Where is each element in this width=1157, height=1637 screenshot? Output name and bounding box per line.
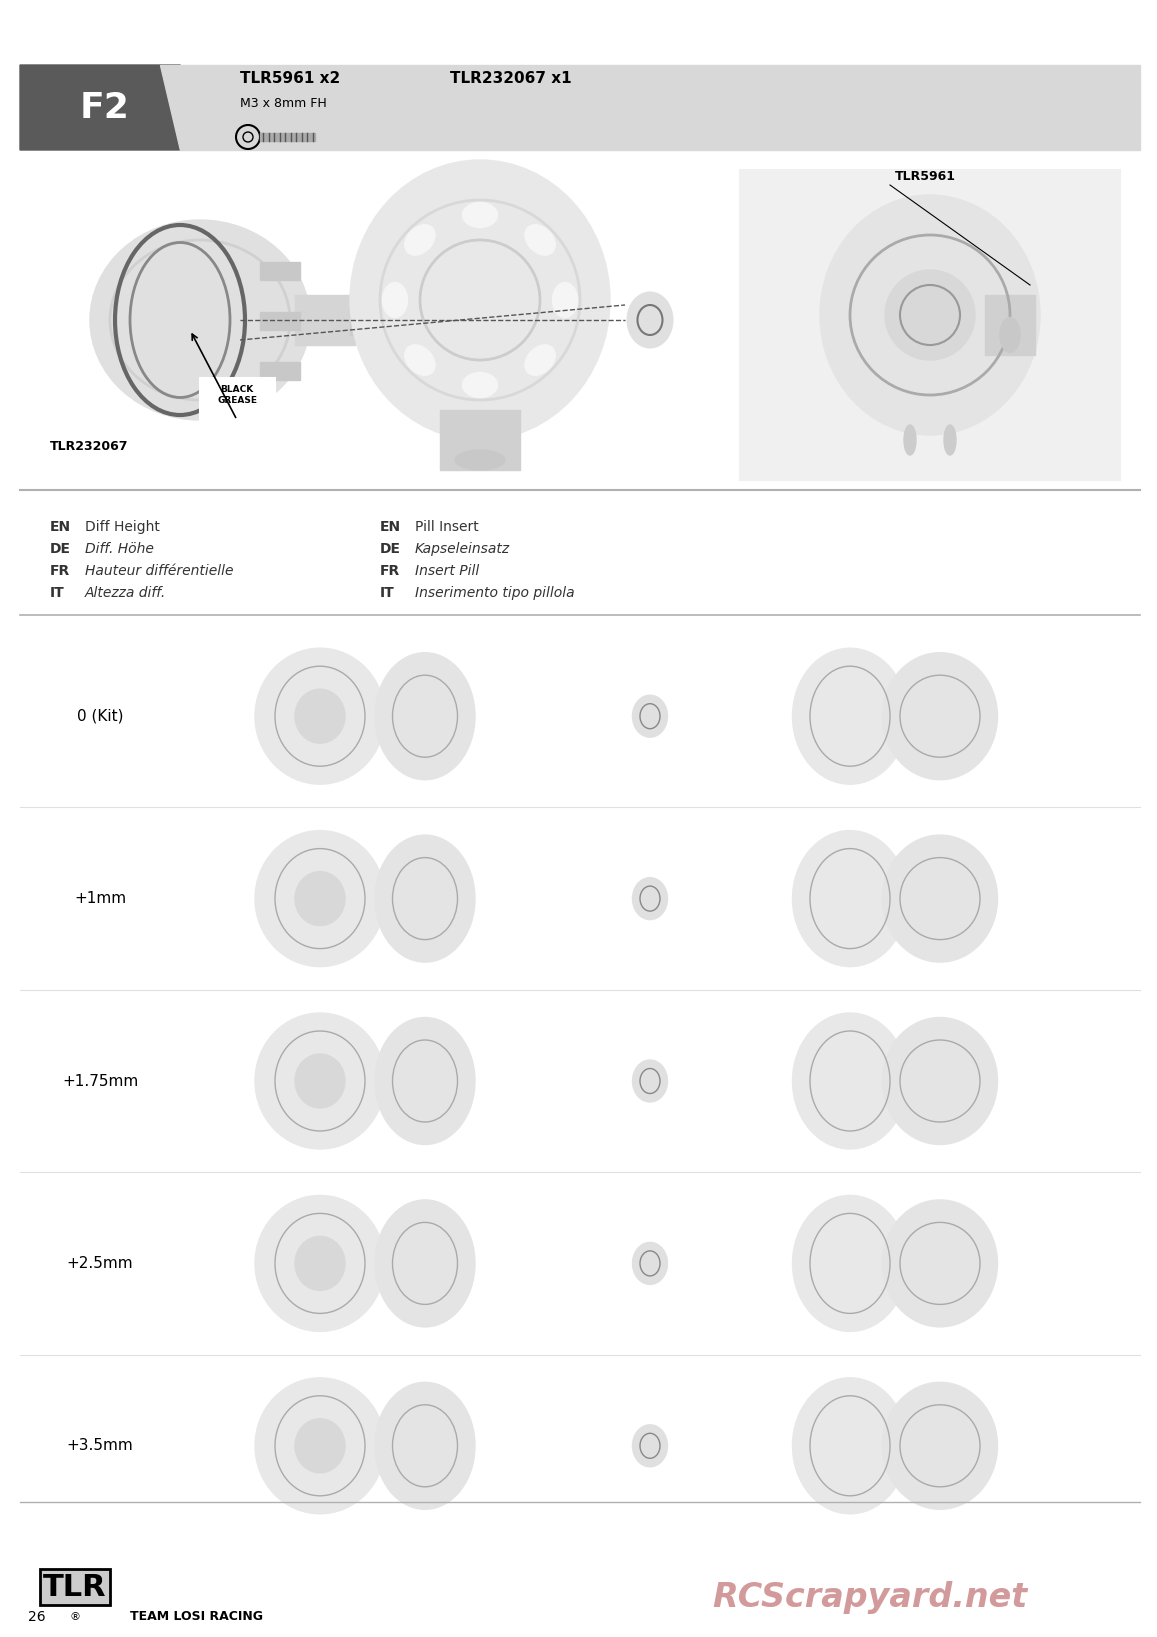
Ellipse shape [295, 689, 345, 743]
Ellipse shape [463, 373, 498, 398]
Text: EN: EN [50, 521, 71, 534]
Ellipse shape [883, 653, 997, 779]
Ellipse shape [383, 283, 407, 318]
Ellipse shape [633, 696, 668, 737]
Ellipse shape [90, 219, 310, 421]
Ellipse shape [885, 270, 975, 360]
Bar [440, 409, 519, 470]
Ellipse shape [904, 426, 916, 455]
Ellipse shape [463, 203, 498, 228]
Text: TEAM LOSI RACING: TEAM LOSI RACING [130, 1611, 263, 1624]
Ellipse shape [627, 293, 672, 347]
Bar [295, 295, 355, 345]
Bar [740, 170, 1120, 480]
Text: EN: EN [379, 521, 401, 534]
Text: M3 x 8mm FH: M3 x 8mm FH [239, 97, 326, 110]
Ellipse shape [255, 1378, 385, 1514]
Text: Altezza diff.: Altezza diff. [84, 586, 167, 601]
Text: Hauteur différentielle: Hauteur différentielle [84, 565, 234, 578]
Ellipse shape [883, 1382, 997, 1509]
Text: IT: IT [379, 586, 395, 601]
Ellipse shape [883, 835, 997, 963]
Ellipse shape [405, 345, 435, 375]
Ellipse shape [883, 1018, 997, 1144]
Text: FR: FR [379, 565, 400, 578]
Ellipse shape [255, 648, 385, 784]
Text: Diff. Höhe: Diff. Höhe [84, 542, 154, 557]
Text: Diff Height: Diff Height [84, 521, 160, 534]
Text: TLR5961 x2: TLR5961 x2 [239, 70, 340, 87]
Text: 26: 26 [28, 1611, 45, 1624]
Text: DE: DE [379, 542, 401, 557]
Ellipse shape [793, 1378, 907, 1514]
Text: TLR232067: TLR232067 [50, 440, 128, 453]
Ellipse shape [405, 224, 435, 255]
Ellipse shape [793, 830, 907, 966]
Ellipse shape [525, 224, 555, 255]
Text: TLR5961: TLR5961 [896, 170, 956, 183]
Polygon shape [20, 65, 200, 151]
Ellipse shape [255, 1013, 385, 1149]
Text: Insert Pill: Insert Pill [415, 565, 479, 578]
Ellipse shape [633, 1242, 668, 1285]
Ellipse shape [455, 450, 504, 470]
Ellipse shape [255, 830, 385, 966]
Ellipse shape [553, 283, 577, 318]
Ellipse shape [375, 653, 476, 779]
Ellipse shape [295, 871, 345, 925]
Ellipse shape [255, 1195, 385, 1331]
Ellipse shape [633, 877, 668, 920]
Text: ®: ® [69, 1612, 81, 1622]
Ellipse shape [375, 1200, 476, 1328]
Text: FR: FR [50, 565, 71, 578]
Ellipse shape [295, 1419, 345, 1473]
Bar [260, 262, 300, 280]
Ellipse shape [375, 1018, 476, 1144]
Ellipse shape [944, 426, 956, 455]
Text: +1.75mm: +1.75mm [61, 1074, 138, 1089]
Ellipse shape [793, 1195, 907, 1331]
Text: BLACK
GREASE: BLACK GREASE [218, 385, 257, 406]
Text: Pill Insert: Pill Insert [415, 521, 479, 534]
Text: TLR232067 x1: TLR232067 x1 [450, 70, 572, 87]
Ellipse shape [793, 648, 907, 784]
Ellipse shape [820, 195, 1040, 435]
Text: F2: F2 [80, 90, 130, 124]
Ellipse shape [883, 1200, 997, 1328]
Polygon shape [160, 65, 1140, 151]
Ellipse shape [793, 1013, 907, 1149]
Bar [260, 313, 300, 331]
Text: DE: DE [50, 542, 71, 557]
Ellipse shape [351, 160, 610, 440]
Ellipse shape [295, 1236, 345, 1290]
Bar [260, 133, 315, 141]
Text: +2.5mm: +2.5mm [67, 1256, 133, 1270]
Text: IT: IT [50, 586, 65, 601]
Bar [351, 304, 370, 336]
Bar [200, 378, 275, 421]
Bar [985, 295, 1036, 355]
Ellipse shape [375, 835, 476, 963]
Text: Inserimento tipo pillola: Inserimento tipo pillola [415, 586, 575, 601]
Ellipse shape [633, 1061, 668, 1102]
Text: 0 (Kit): 0 (Kit) [76, 709, 124, 724]
Text: +3.5mm: +3.5mm [67, 1439, 133, 1454]
Text: +1mm: +1mm [74, 891, 126, 907]
Ellipse shape [1000, 318, 1020, 352]
Bar [260, 362, 300, 380]
Ellipse shape [295, 1054, 345, 1108]
Ellipse shape [375, 1382, 476, 1509]
Ellipse shape [633, 1424, 668, 1467]
Text: TLR: TLR [43, 1573, 106, 1601]
Text: Kapseleinsatz: Kapseleinsatz [415, 542, 510, 557]
Text: RCScrapyard.net: RCScrapyard.net [713, 1580, 1027, 1614]
Ellipse shape [525, 345, 555, 375]
